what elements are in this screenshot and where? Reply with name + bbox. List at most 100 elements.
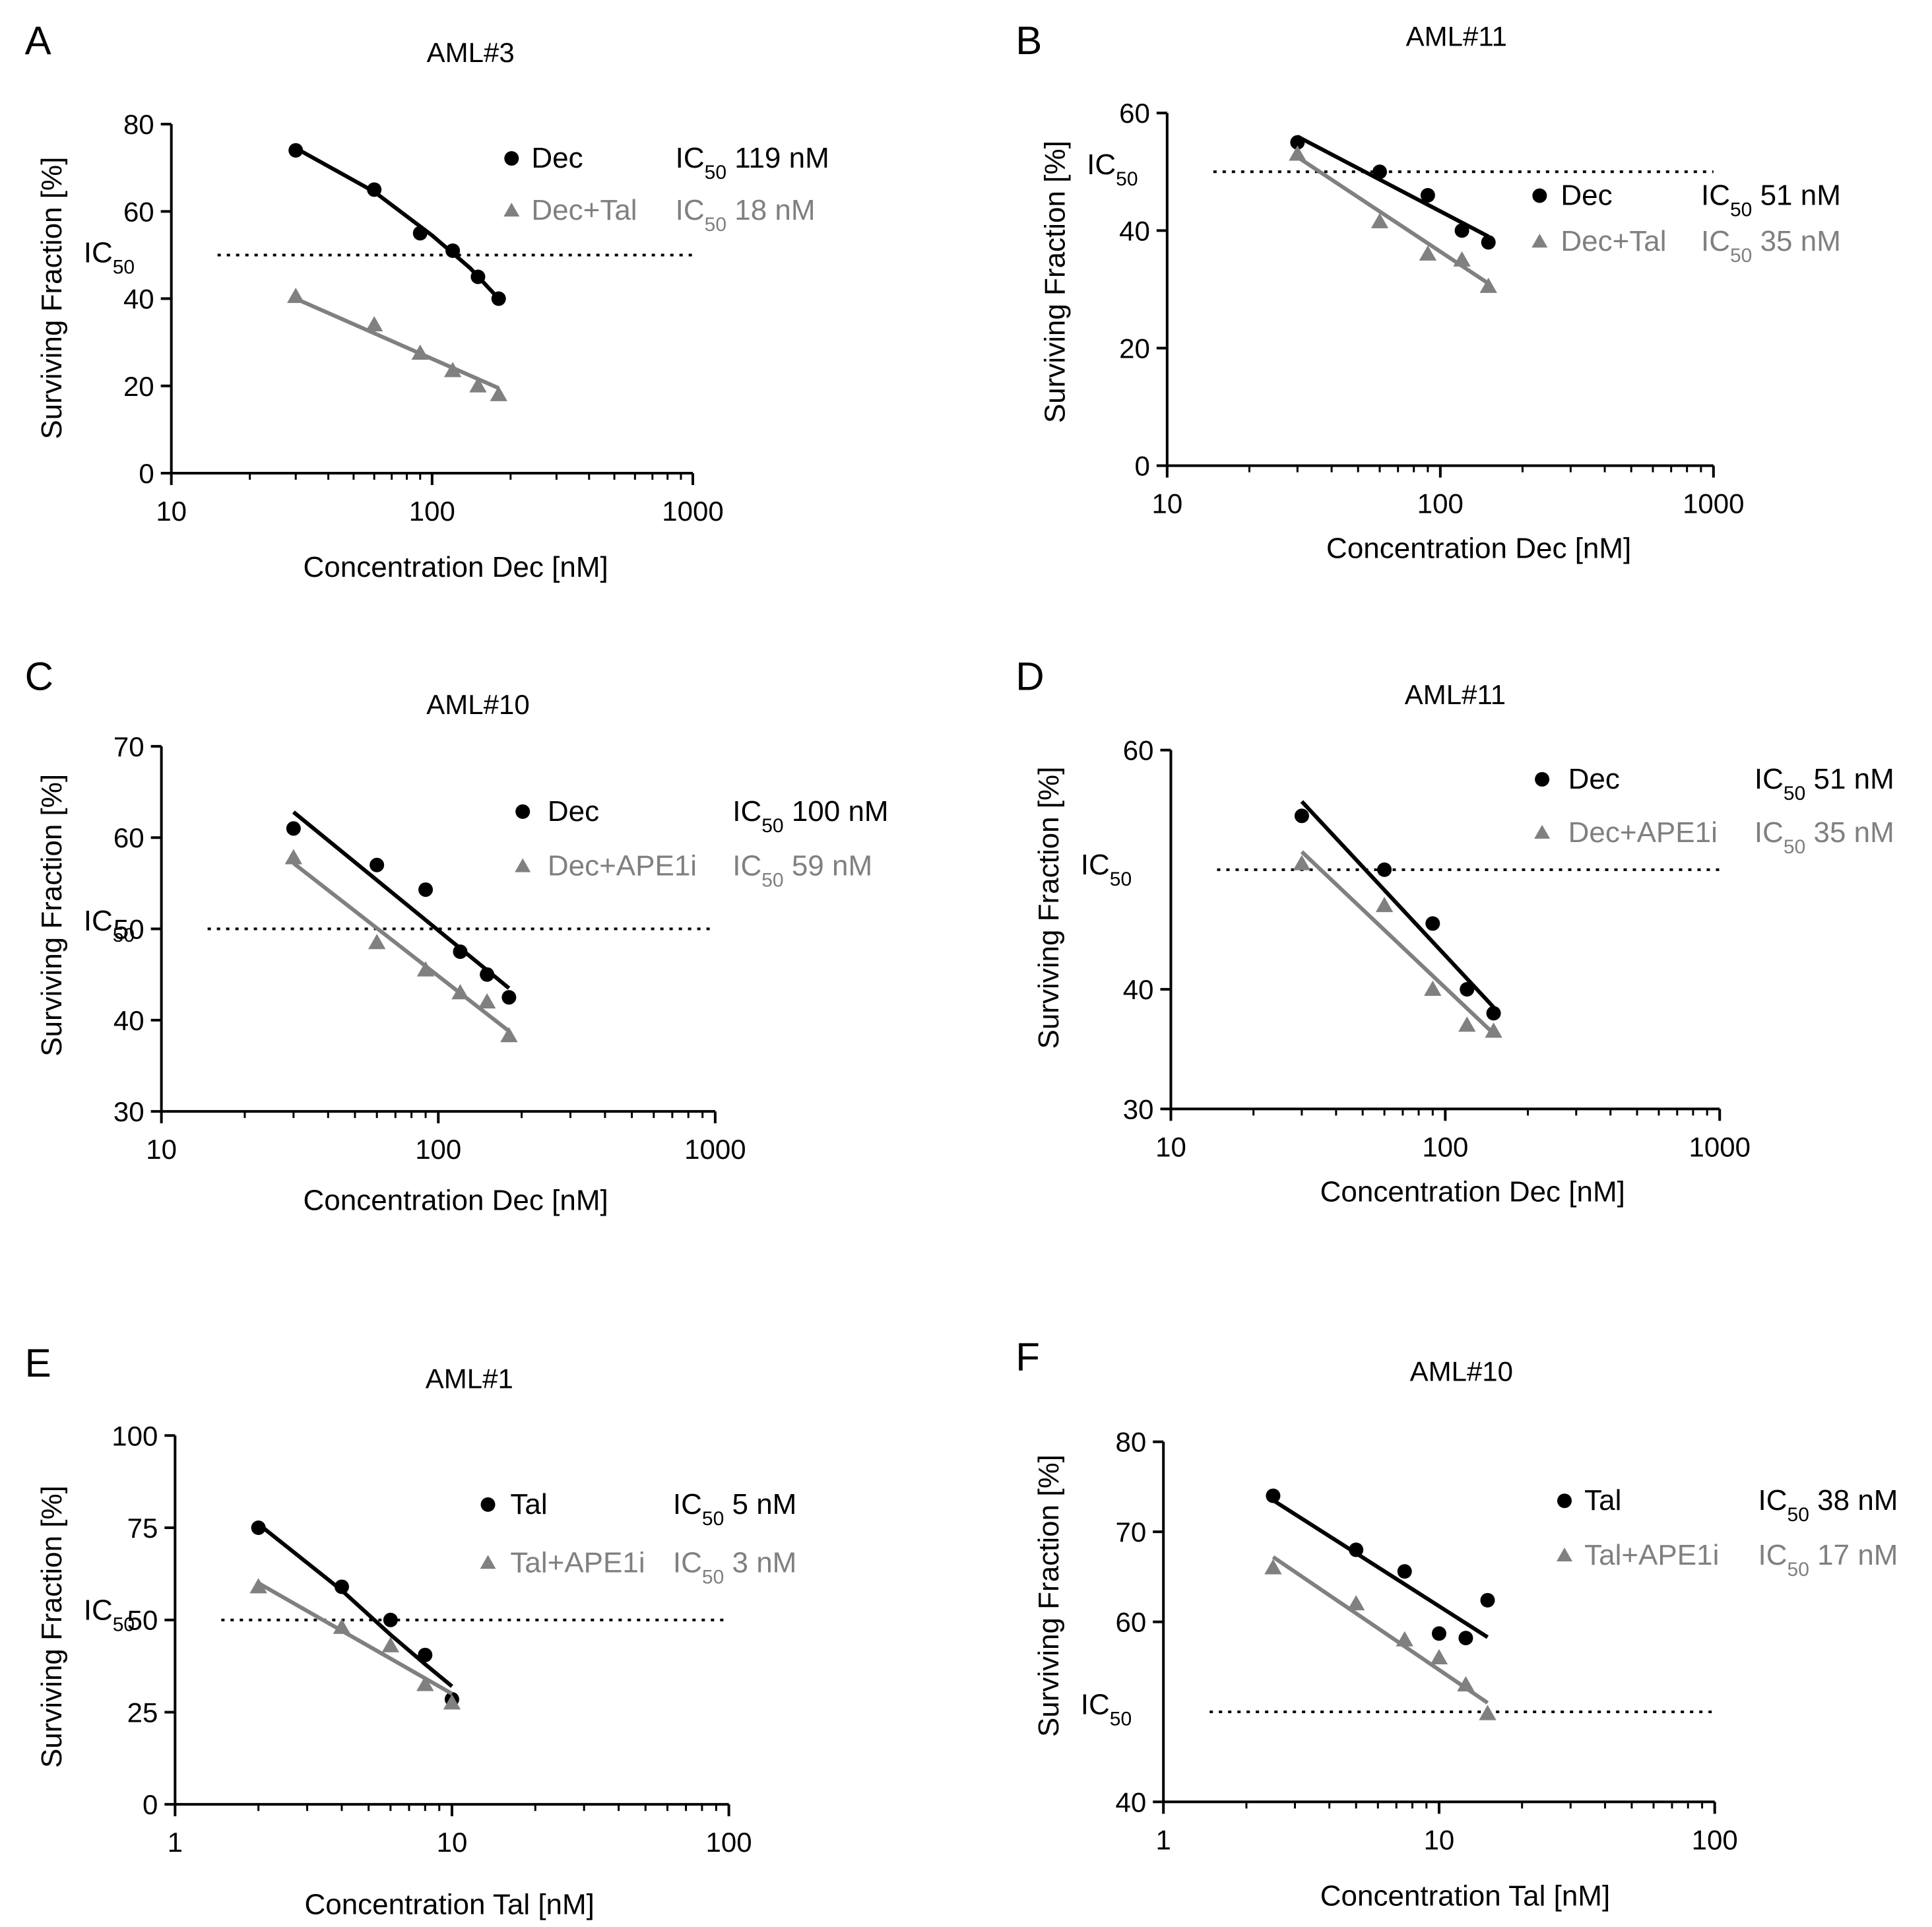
data-point <box>478 993 496 1009</box>
data-point <box>1460 982 1475 997</box>
data-point <box>1480 1592 1495 1608</box>
panel-title: AML#3 <box>427 37 515 68</box>
panel-title: AML#10 <box>426 689 529 720</box>
data-point <box>418 882 434 898</box>
panel-c: C AML#10 30 40 50 60 70 10 100 1000 Concentration … <box>25 655 889 1217</box>
series-tal: Tal IC50 38 nM <box>1266 1484 1898 1646</box>
legend-marker <box>503 203 520 217</box>
data-point <box>480 967 495 982</box>
data-point <box>1347 1595 1365 1611</box>
panel-f: F AML#10 40 60 70 80 1 10 100 Concentration Tal [… <box>1015 1335 1898 1912</box>
series-tal-ape1i: Tal+APE1i IC50 3 nM <box>249 1546 796 1710</box>
x-axis-label: Concentration Dec [nM] <box>303 551 608 583</box>
x-tick-label: 1 <box>168 1827 183 1858</box>
y-tick-label: 60 <box>1115 1607 1146 1638</box>
y-tick-label: 75 <box>127 1513 158 1544</box>
legend-marker <box>515 858 531 872</box>
x-tick-label: 1000 <box>1683 488 1744 519</box>
x-tick-label: 100 <box>415 1134 461 1165</box>
x-tick-label: 1000 <box>1689 1131 1751 1162</box>
legend-ic50-value: IC50 18 nM <box>676 194 816 236</box>
data-point <box>445 243 461 258</box>
x-tick-label: 100 <box>1422 1131 1468 1162</box>
data-point <box>1458 1631 1473 1646</box>
x-tick-label: 10 <box>437 1827 468 1858</box>
legend-ic50-value: IC50 17 nM <box>1758 1539 1898 1581</box>
data-point <box>469 377 487 393</box>
legend-marker <box>1532 188 1547 203</box>
legend-marker <box>1557 1548 1573 1562</box>
panel-letter: F <box>1015 1335 1040 1379</box>
data-point <box>1479 277 1497 293</box>
legend-label: Dec+Tal <box>1561 225 1666 257</box>
legend-label: Dec <box>1561 179 1612 211</box>
y-tick-label: 30 <box>1123 1094 1154 1125</box>
data-point <box>287 288 305 304</box>
data-point <box>1454 223 1469 238</box>
data-point <box>1370 212 1389 228</box>
x-tick-label: 10 <box>1155 1131 1186 1162</box>
fit-line <box>292 861 511 1033</box>
series-dec: Dec IC50 119 nM <box>288 142 829 306</box>
x-tick-label: 100 <box>706 1827 752 1858</box>
fit-line <box>1300 850 1495 1035</box>
y-tick-label: 40 <box>123 284 154 315</box>
legend-marker <box>1534 824 1551 839</box>
y-axis-label: Surviving Fraction [%] <box>36 1486 68 1768</box>
x-axis-label: Concentration Dec [nM] <box>303 1185 608 1217</box>
y-tick-label: 60 <box>123 196 154 227</box>
fit-line <box>257 1581 453 1696</box>
data-point <box>1431 1626 1446 1641</box>
data-point <box>411 344 429 360</box>
x-tick-label: 10 <box>1151 488 1182 519</box>
data-point <box>367 182 382 197</box>
panel-title: AML#1 <box>426 1363 513 1394</box>
fit-line <box>1272 1555 1489 1705</box>
data-point <box>470 269 486 284</box>
x-tick-label: 1000 <box>684 1134 746 1165</box>
data-point <box>451 984 469 1000</box>
data-point <box>334 1579 349 1594</box>
data-point <box>1293 855 1311 870</box>
data-point <box>251 1520 266 1536</box>
data-point <box>1453 251 1471 267</box>
x-tick-label: 100 <box>409 496 455 527</box>
series-dec-tal: Dec+Tal IC50 18 nM <box>287 194 816 401</box>
data-point <box>381 1637 400 1652</box>
data-point <box>1457 1676 1475 1691</box>
legend-ic50-value: IC50 35 nM <box>1701 225 1841 267</box>
data-point <box>416 1676 434 1691</box>
y-tick-label: 50 <box>113 914 145 945</box>
y-tick-label: 40 <box>1115 1786 1146 1817</box>
legend-marker <box>480 1555 496 1569</box>
panel-title: AML#11 <box>1405 679 1506 710</box>
legend-marker <box>480 1497 496 1512</box>
data-point <box>1289 145 1306 161</box>
data-point <box>490 385 507 401</box>
fit-line <box>257 1522 453 1688</box>
data-point <box>453 944 468 960</box>
data-point <box>1458 1016 1476 1032</box>
data-point <box>368 934 386 950</box>
panel-letter: B <box>1015 18 1042 63</box>
series-dec-ape1i: Dec+APE1i IC50 59 nM <box>284 849 872 1043</box>
fit-line <box>1300 800 1495 1009</box>
legend-label: Dec+APE1i <box>1568 816 1718 849</box>
panel-letter: E <box>25 1341 51 1385</box>
data-point <box>1349 1542 1364 1557</box>
data-point <box>1375 897 1394 913</box>
data-point <box>249 1578 267 1594</box>
data-point <box>1266 1488 1281 1503</box>
x-axis-label: Concentration Dec [nM] <box>1326 533 1631 565</box>
panel-a: A AML#3 0 20 40 60 80 10 100 1000 Concentration De… <box>25 18 829 583</box>
panel-e: E AML#1 0 25 50 75 100 1 10 100 Concentration Tal … <box>25 1341 797 1920</box>
series-dec-tal: Dec+Tal IC50 35 nM <box>1289 145 1841 293</box>
data-point <box>1397 1564 1412 1579</box>
data-point <box>1430 1649 1448 1665</box>
series-dec: Dec IC50 100 nM <box>286 795 889 1005</box>
data-point <box>1264 1559 1282 1575</box>
y-tick-label: 70 <box>1115 1517 1146 1548</box>
panel-title: AML#11 <box>1406 21 1507 52</box>
data-point <box>1424 980 1442 996</box>
data-point <box>1377 862 1392 877</box>
